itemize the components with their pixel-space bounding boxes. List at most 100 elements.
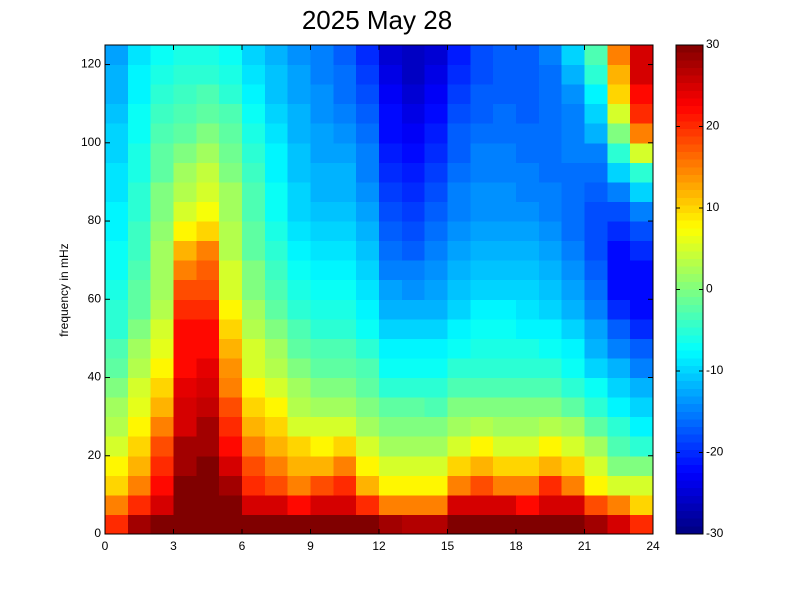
heatmap-cell	[493, 299, 517, 320]
heatmap-cell	[196, 45, 220, 66]
heatmap-cell	[401, 436, 426, 457]
heatmap-cell	[333, 318, 357, 339]
heatmap-cell	[584, 103, 608, 124]
colorbar-swatch	[676, 373, 703, 382]
heatmap-cell	[150, 84, 174, 105]
heatmap-cell	[447, 162, 471, 183]
heatmap-cell	[333, 494, 357, 515]
heatmap-cell	[264, 162, 289, 183]
heatmap-cell	[401, 397, 426, 418]
heatmap-cell	[264, 181, 289, 202]
heatmap-cell	[401, 142, 426, 163]
heatmap-cell	[264, 64, 289, 85]
colorbar-swatch	[676, 297, 703, 306]
heatmap-cell	[173, 181, 197, 202]
heatmap-cell	[264, 240, 289, 261]
heatmap-cell	[196, 514, 220, 535]
heatmap-cell	[333, 260, 357, 281]
heatmap-cell	[401, 279, 426, 300]
heatmap-cell	[105, 181, 129, 202]
heatmap-cell	[242, 475, 266, 496]
heatmap-cell	[493, 514, 517, 535]
heatmap-cell	[219, 162, 243, 183]
heatmap-cell	[173, 103, 197, 124]
heatmap-cell	[196, 123, 220, 144]
heatmap-cell	[470, 436, 494, 457]
heatmap-cell	[379, 514, 403, 535]
heatmap-cell	[127, 181, 152, 202]
heatmap-cell	[105, 260, 129, 281]
heatmap-cell	[310, 162, 334, 183]
colorbar-swatch	[676, 266, 703, 275]
heatmap-cell	[516, 84, 540, 105]
heatmap-cell	[447, 357, 471, 379]
heatmap-cell	[470, 338, 494, 359]
heatmap-cell	[310, 64, 334, 85]
heatmap-cell	[173, 84, 197, 105]
heatmap-cell	[470, 397, 494, 418]
heatmap-cell	[196, 318, 220, 339]
heatmap-cell	[127, 84, 152, 105]
heatmap-cell	[264, 514, 289, 535]
colorbar-swatch	[676, 358, 703, 367]
heatmap-cell	[127, 103, 152, 124]
heatmap-cell	[219, 221, 243, 242]
colorbar-swatch	[676, 289, 703, 298]
heatmap-cell	[538, 123, 563, 144]
heatmap-cell	[173, 299, 197, 320]
heatmap-cell	[584, 260, 608, 281]
heatmap-cell	[356, 494, 380, 515]
heatmap-cell	[196, 240, 220, 261]
heatmap-cell	[607, 45, 631, 66]
heatmap-cell	[538, 279, 563, 300]
heatmap-cell	[607, 64, 631, 85]
heatmap-cell	[607, 162, 631, 183]
colorbar-tick-label: -20	[706, 445, 724, 459]
heatmap-cell	[470, 84, 494, 105]
heatmap-cell	[105, 201, 129, 222]
heatmap-cell	[401, 181, 426, 202]
heatmap-cell	[607, 436, 631, 457]
heatmap-cell	[538, 299, 563, 320]
x-tick-label: 0	[102, 539, 109, 553]
heatmap-cell	[333, 181, 357, 202]
heatmap-cell	[561, 357, 585, 379]
heatmap-cell	[538, 377, 563, 398]
heatmap-cell	[493, 338, 517, 359]
heatmap-cell	[150, 338, 174, 359]
colorbar-swatch	[676, 90, 703, 99]
heatmap-cell	[242, 142, 266, 163]
heatmap-cell	[150, 318, 174, 339]
heatmap-cell	[516, 142, 540, 163]
colorbar-tick-label: 20	[706, 119, 720, 133]
heatmap-cell	[333, 123, 357, 144]
heatmap-cell	[401, 455, 426, 476]
heatmap-cell	[516, 201, 540, 222]
heatmap-cell	[219, 142, 243, 163]
heatmap-cell	[173, 475, 197, 496]
heatmap-cell	[150, 221, 174, 242]
heatmap-cell	[561, 260, 585, 281]
heatmap-cell	[219, 240, 243, 261]
heatmap-cell	[584, 416, 608, 437]
heatmap-cell	[630, 279, 654, 300]
heatmap-cell	[424, 123, 448, 144]
heatmap-cell	[424, 416, 448, 437]
heatmap-cell	[105, 397, 129, 418]
heatmap-cell	[127, 377, 152, 398]
heatmap-cell	[424, 279, 448, 300]
heatmap-cell	[219, 436, 243, 457]
heatmap-cell	[356, 397, 380, 418]
heatmap-cell	[219, 318, 243, 339]
heatmap-cell	[516, 64, 540, 85]
heatmap-cell	[630, 84, 654, 105]
heatmap-cell	[287, 103, 311, 124]
heatmap-cell	[287, 64, 311, 85]
heatmap-cell	[493, 416, 517, 437]
heatmap-cell	[584, 142, 608, 163]
heatmap-cell	[584, 123, 608, 144]
colorbar-swatch	[676, 121, 703, 130]
heatmap-cell	[379, 436, 403, 457]
heatmap-cell	[424, 514, 448, 535]
heatmap-cell	[219, 201, 243, 222]
